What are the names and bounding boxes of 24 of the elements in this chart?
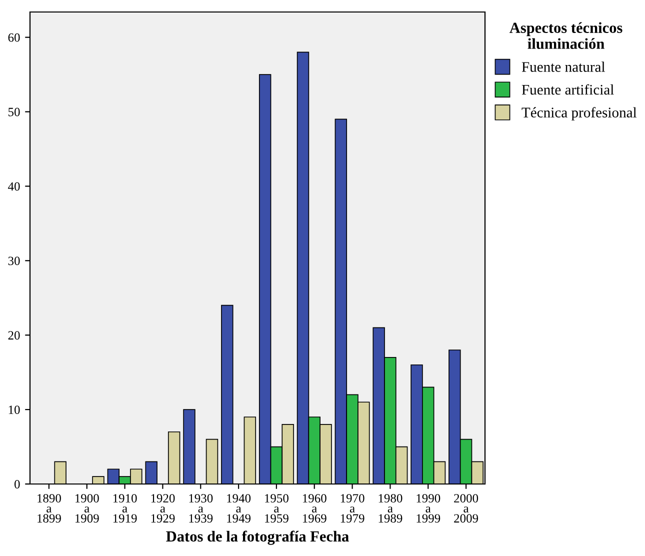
x-tick-label: 1930 a 1939: [189, 494, 213, 523]
y-tick-label: 40: [8, 182, 20, 191]
x-tick-label: 1990 a 1999: [416, 494, 440, 523]
y-tick-label: 50: [8, 108, 20, 116]
y-tick-label: 0: [14, 480, 20, 488]
x-tick-label: 1920 a 1929: [151, 494, 175, 523]
x-tick-label: 1940 a 1949: [227, 494, 251, 523]
y-tick-label: 60: [8, 33, 20, 42]
y-tick-label: 20: [8, 331, 20, 340]
x-tick-label: 1970 a 1979: [340, 494, 364, 523]
x-axis-title: Datos de la fotografía Fecha: [166, 530, 349, 545]
x-tick-label: 2000 a 2009: [454, 494, 478, 523]
x-tick-label: 1890 a 1899: [38, 494, 61, 523]
legend-label: Fuente artificial: [522, 84, 614, 95]
legend-label: Fuente natural: [522, 62, 605, 72]
x-tick-label: 1950 a 1959: [265, 494, 288, 523]
legend-title: Aspectos técnicos iluminación: [510, 22, 622, 49]
y-tick-label: 30: [8, 256, 20, 266]
x-tick-label: 1960 a 1969: [302, 494, 326, 523]
x-tick-label: 1900 a 1909: [75, 494, 99, 523]
legend-label: Técnica profesional: [522, 107, 637, 120]
x-tick-label: 1910 a 1919: [113, 494, 137, 523]
x-tick-label: 1980 a 1989: [378, 494, 402, 523]
y-tick-label: 10: [8, 406, 20, 414]
